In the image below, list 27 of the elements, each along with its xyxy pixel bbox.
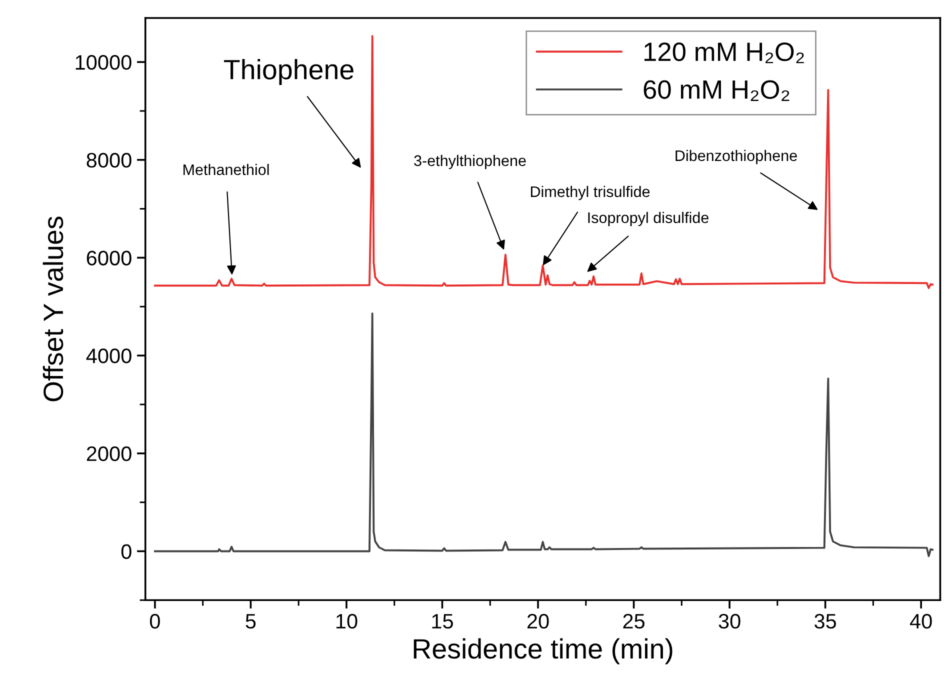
line-series [154, 35, 934, 290]
annotation: Isopropyl disulfide [588, 212, 708, 226]
legend-label: 60 mM H₂O₂ [644, 80, 790, 101]
y-tick-label: 10000 [76, 55, 132, 70]
x-axis-title: Residence time (min) [414, 638, 672, 664]
y-tick-label: 0 [121, 544, 132, 559]
y-tick-label: 8000 [86, 152, 132, 168]
annotation: Thiophene [224, 59, 354, 85]
y-tick-label: 2000 [86, 446, 132, 462]
x-tick-label: 10 [336, 614, 358, 629]
x-tick-label: 35 [814, 614, 836, 629]
x-tick-label: 25 [623, 614, 644, 629]
x-tick-label: 20 [527, 614, 549, 629]
x-tick-label: 5 [246, 614, 256, 629]
y-axis-title: Offset Y values [42, 216, 64, 402]
annotation: Dibenzothiophene [676, 150, 797, 164]
annotation: Methanethiol [184, 164, 269, 176]
annotation: Dimethyl trisulfide [530, 186, 650, 200]
x-tick-label: 0 [150, 614, 160, 629]
y-tick-label: 6000 [86, 250, 132, 266]
line-series [154, 312, 934, 558]
x-tick-label: 30 [718, 614, 740, 629]
y-tick-label: 4000 [86, 348, 132, 364]
annotation: 3-ethylthiophene [414, 154, 526, 170]
legend-label: 120 mM H₂O₂ [644, 42, 804, 64]
x-tick-label: 40 [910, 614, 932, 629]
x-tick-label: 15 [432, 614, 453, 629]
